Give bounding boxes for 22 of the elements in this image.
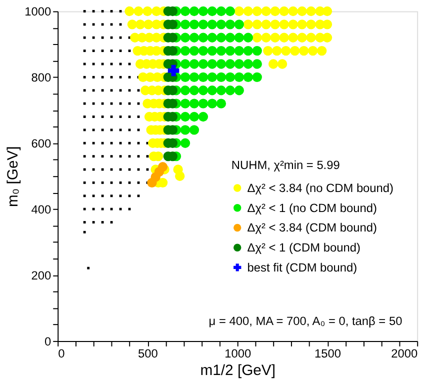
y-tick-label: 200 bbox=[31, 268, 52, 282]
y-axis-title: m₀ [GeV] bbox=[6, 146, 22, 207]
x-tick-label: 2000 bbox=[391, 346, 418, 360]
legend-label: Δχ² < 1 (no CDM bound) bbox=[247, 200, 377, 215]
y-tick-label: 800 bbox=[31, 70, 52, 85]
x-tick-label: 1000 bbox=[224, 346, 252, 360]
y-tick-label: 0 bbox=[44, 334, 52, 348]
x-axis-title: m1/2 [GeV] bbox=[200, 363, 276, 380]
x-tick-label: 1500 bbox=[314, 346, 342, 360]
annotation: μ = 400, MA = 700, A₀ = 0, tanβ = 50 bbox=[208, 314, 403, 328]
legend-label: best fit (CDM bound) bbox=[247, 260, 358, 274]
y-tick-label: 600 bbox=[31, 136, 52, 151]
y-tick-label: 1000 bbox=[24, 4, 52, 19]
point bbox=[168, 64, 180, 76]
legend-label: Δχ² < 3.84 (no CDM bound) bbox=[247, 180, 394, 195]
legend-label: Δχ² < 3.84 (CDM bound) bbox=[247, 220, 377, 235]
legend-title: NUHM, χ²min = 5.99 bbox=[231, 158, 340, 172]
point bbox=[158, 162, 168, 172]
legend-label: Δχ² < 1 (CDM bound) bbox=[247, 240, 360, 255]
x-tick-label: 500 bbox=[138, 346, 158, 360]
y-tick-label: 400 bbox=[31, 202, 52, 217]
x-tick-label: 0 bbox=[58, 346, 66, 360]
